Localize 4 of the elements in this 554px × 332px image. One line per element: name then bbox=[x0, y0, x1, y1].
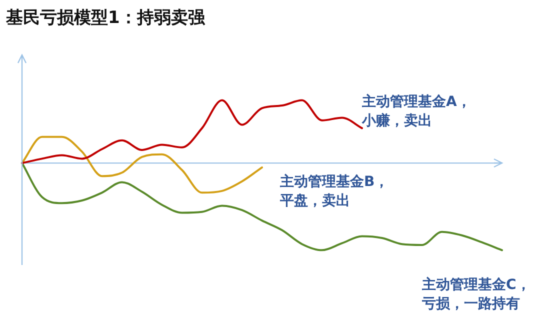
text: 主动管理基金C，亏损，一路持有 bbox=[422, 276, 532, 314]
annotation: 主动管理基金A，小赚，卖出 bbox=[362, 93, 472, 131]
chart-title: 基民亏损模型1：持弱卖强 bbox=[6, 7, 205, 29]
annotation: 主动管理基金B，平盘，卖出 bbox=[280, 173, 390, 211]
